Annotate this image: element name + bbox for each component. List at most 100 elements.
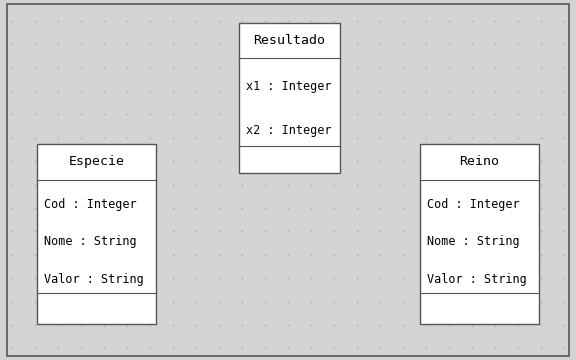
- Point: [283, 135, 293, 141]
- Point: [283, 205, 293, 211]
- Point: [168, 346, 177, 351]
- Point: [214, 158, 223, 164]
- Point: [260, 229, 270, 234]
- Point: [353, 41, 362, 47]
- Point: [329, 322, 339, 328]
- Point: [99, 88, 108, 94]
- Point: [191, 229, 200, 234]
- Point: [237, 275, 247, 281]
- Point: [306, 158, 316, 164]
- Point: [445, 252, 454, 258]
- Point: [237, 181, 247, 187]
- Point: [30, 181, 39, 187]
- Point: [422, 181, 431, 187]
- Point: [399, 158, 408, 164]
- Point: [468, 322, 477, 328]
- Point: [53, 112, 62, 117]
- Point: [53, 41, 62, 47]
- Point: [445, 41, 454, 47]
- Point: [237, 18, 247, 24]
- Point: [399, 135, 408, 141]
- Point: [537, 18, 546, 24]
- Point: [399, 88, 408, 94]
- Point: [514, 205, 523, 211]
- Point: [260, 275, 270, 281]
- Point: [237, 299, 247, 305]
- Point: [514, 158, 523, 164]
- Point: [145, 65, 154, 71]
- Point: [468, 299, 477, 305]
- Point: [353, 275, 362, 281]
- Point: [191, 205, 200, 211]
- Point: [30, 275, 39, 281]
- Point: [514, 112, 523, 117]
- Point: [122, 322, 131, 328]
- Point: [53, 158, 62, 164]
- Point: [237, 135, 247, 141]
- Point: [168, 18, 177, 24]
- Point: [260, 252, 270, 258]
- Point: [514, 275, 523, 281]
- Point: [53, 275, 62, 281]
- Point: [53, 322, 62, 328]
- Point: [76, 112, 85, 117]
- Point: [560, 65, 569, 71]
- Point: [329, 65, 339, 71]
- Point: [306, 205, 316, 211]
- Point: [53, 135, 62, 141]
- Point: [168, 65, 177, 71]
- Point: [422, 205, 431, 211]
- Point: [122, 112, 131, 117]
- Point: [99, 112, 108, 117]
- Point: [376, 229, 385, 234]
- Text: Nome : String: Nome : String: [44, 235, 137, 248]
- Point: [537, 229, 546, 234]
- Point: [560, 275, 569, 281]
- Point: [376, 88, 385, 94]
- Point: [491, 205, 500, 211]
- Point: [30, 112, 39, 117]
- Point: [537, 346, 546, 351]
- Point: [76, 346, 85, 351]
- Point: [99, 322, 108, 328]
- Point: [76, 88, 85, 94]
- Point: [122, 205, 131, 211]
- Point: [514, 181, 523, 187]
- Point: [537, 275, 546, 281]
- Point: [560, 181, 569, 187]
- Point: [422, 65, 431, 71]
- Point: [376, 158, 385, 164]
- Point: [468, 158, 477, 164]
- Point: [168, 275, 177, 281]
- Point: [53, 299, 62, 305]
- Point: [122, 275, 131, 281]
- Point: [237, 229, 247, 234]
- Point: [53, 18, 62, 24]
- Point: [214, 252, 223, 258]
- Point: [468, 252, 477, 258]
- Point: [560, 88, 569, 94]
- Point: [306, 252, 316, 258]
- Point: [445, 205, 454, 211]
- Point: [376, 252, 385, 258]
- Point: [145, 18, 154, 24]
- Point: [514, 252, 523, 258]
- Point: [283, 299, 293, 305]
- Point: [537, 158, 546, 164]
- Text: Valor : String: Valor : String: [44, 273, 144, 286]
- Point: [468, 41, 477, 47]
- Point: [329, 229, 339, 234]
- Point: [53, 229, 62, 234]
- Point: [191, 18, 200, 24]
- Point: [353, 252, 362, 258]
- Point: [560, 18, 569, 24]
- Point: [122, 65, 131, 71]
- Point: [7, 275, 16, 281]
- Point: [53, 181, 62, 187]
- Point: [7, 181, 16, 187]
- Point: [53, 205, 62, 211]
- Point: [329, 18, 339, 24]
- Point: [399, 112, 408, 117]
- Point: [422, 88, 431, 94]
- Point: [76, 181, 85, 187]
